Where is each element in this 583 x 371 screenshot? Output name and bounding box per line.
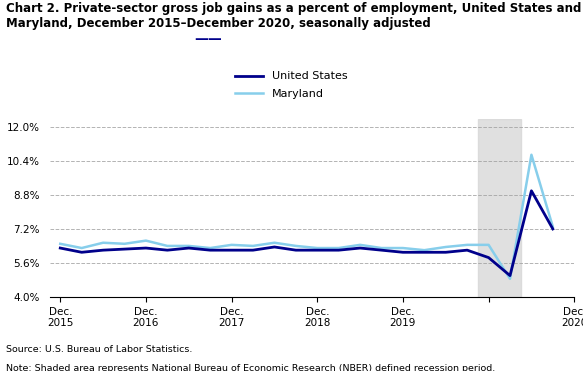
Text: ——: ——: [194, 32, 222, 46]
Legend: United States, Maryland: United States, Maryland: [236, 72, 347, 99]
Text: Chart 2. Private-sector gross job gains as a percent of employment, United State: Chart 2. Private-sector gross job gains …: [6, 2, 581, 15]
Text: Maryland, December 2015–December 2020, seasonally adjusted: Maryland, December 2015–December 2020, s…: [6, 17, 431, 30]
Text: Note: Shaded area represents National Bureau of Economic Research (NBER) defined: Note: Shaded area represents National Bu…: [6, 364, 495, 371]
Text: Source: U.S. Bureau of Labor Statistics.: Source: U.S. Bureau of Labor Statistics.: [6, 345, 192, 354]
Bar: [478, 119, 521, 297]
